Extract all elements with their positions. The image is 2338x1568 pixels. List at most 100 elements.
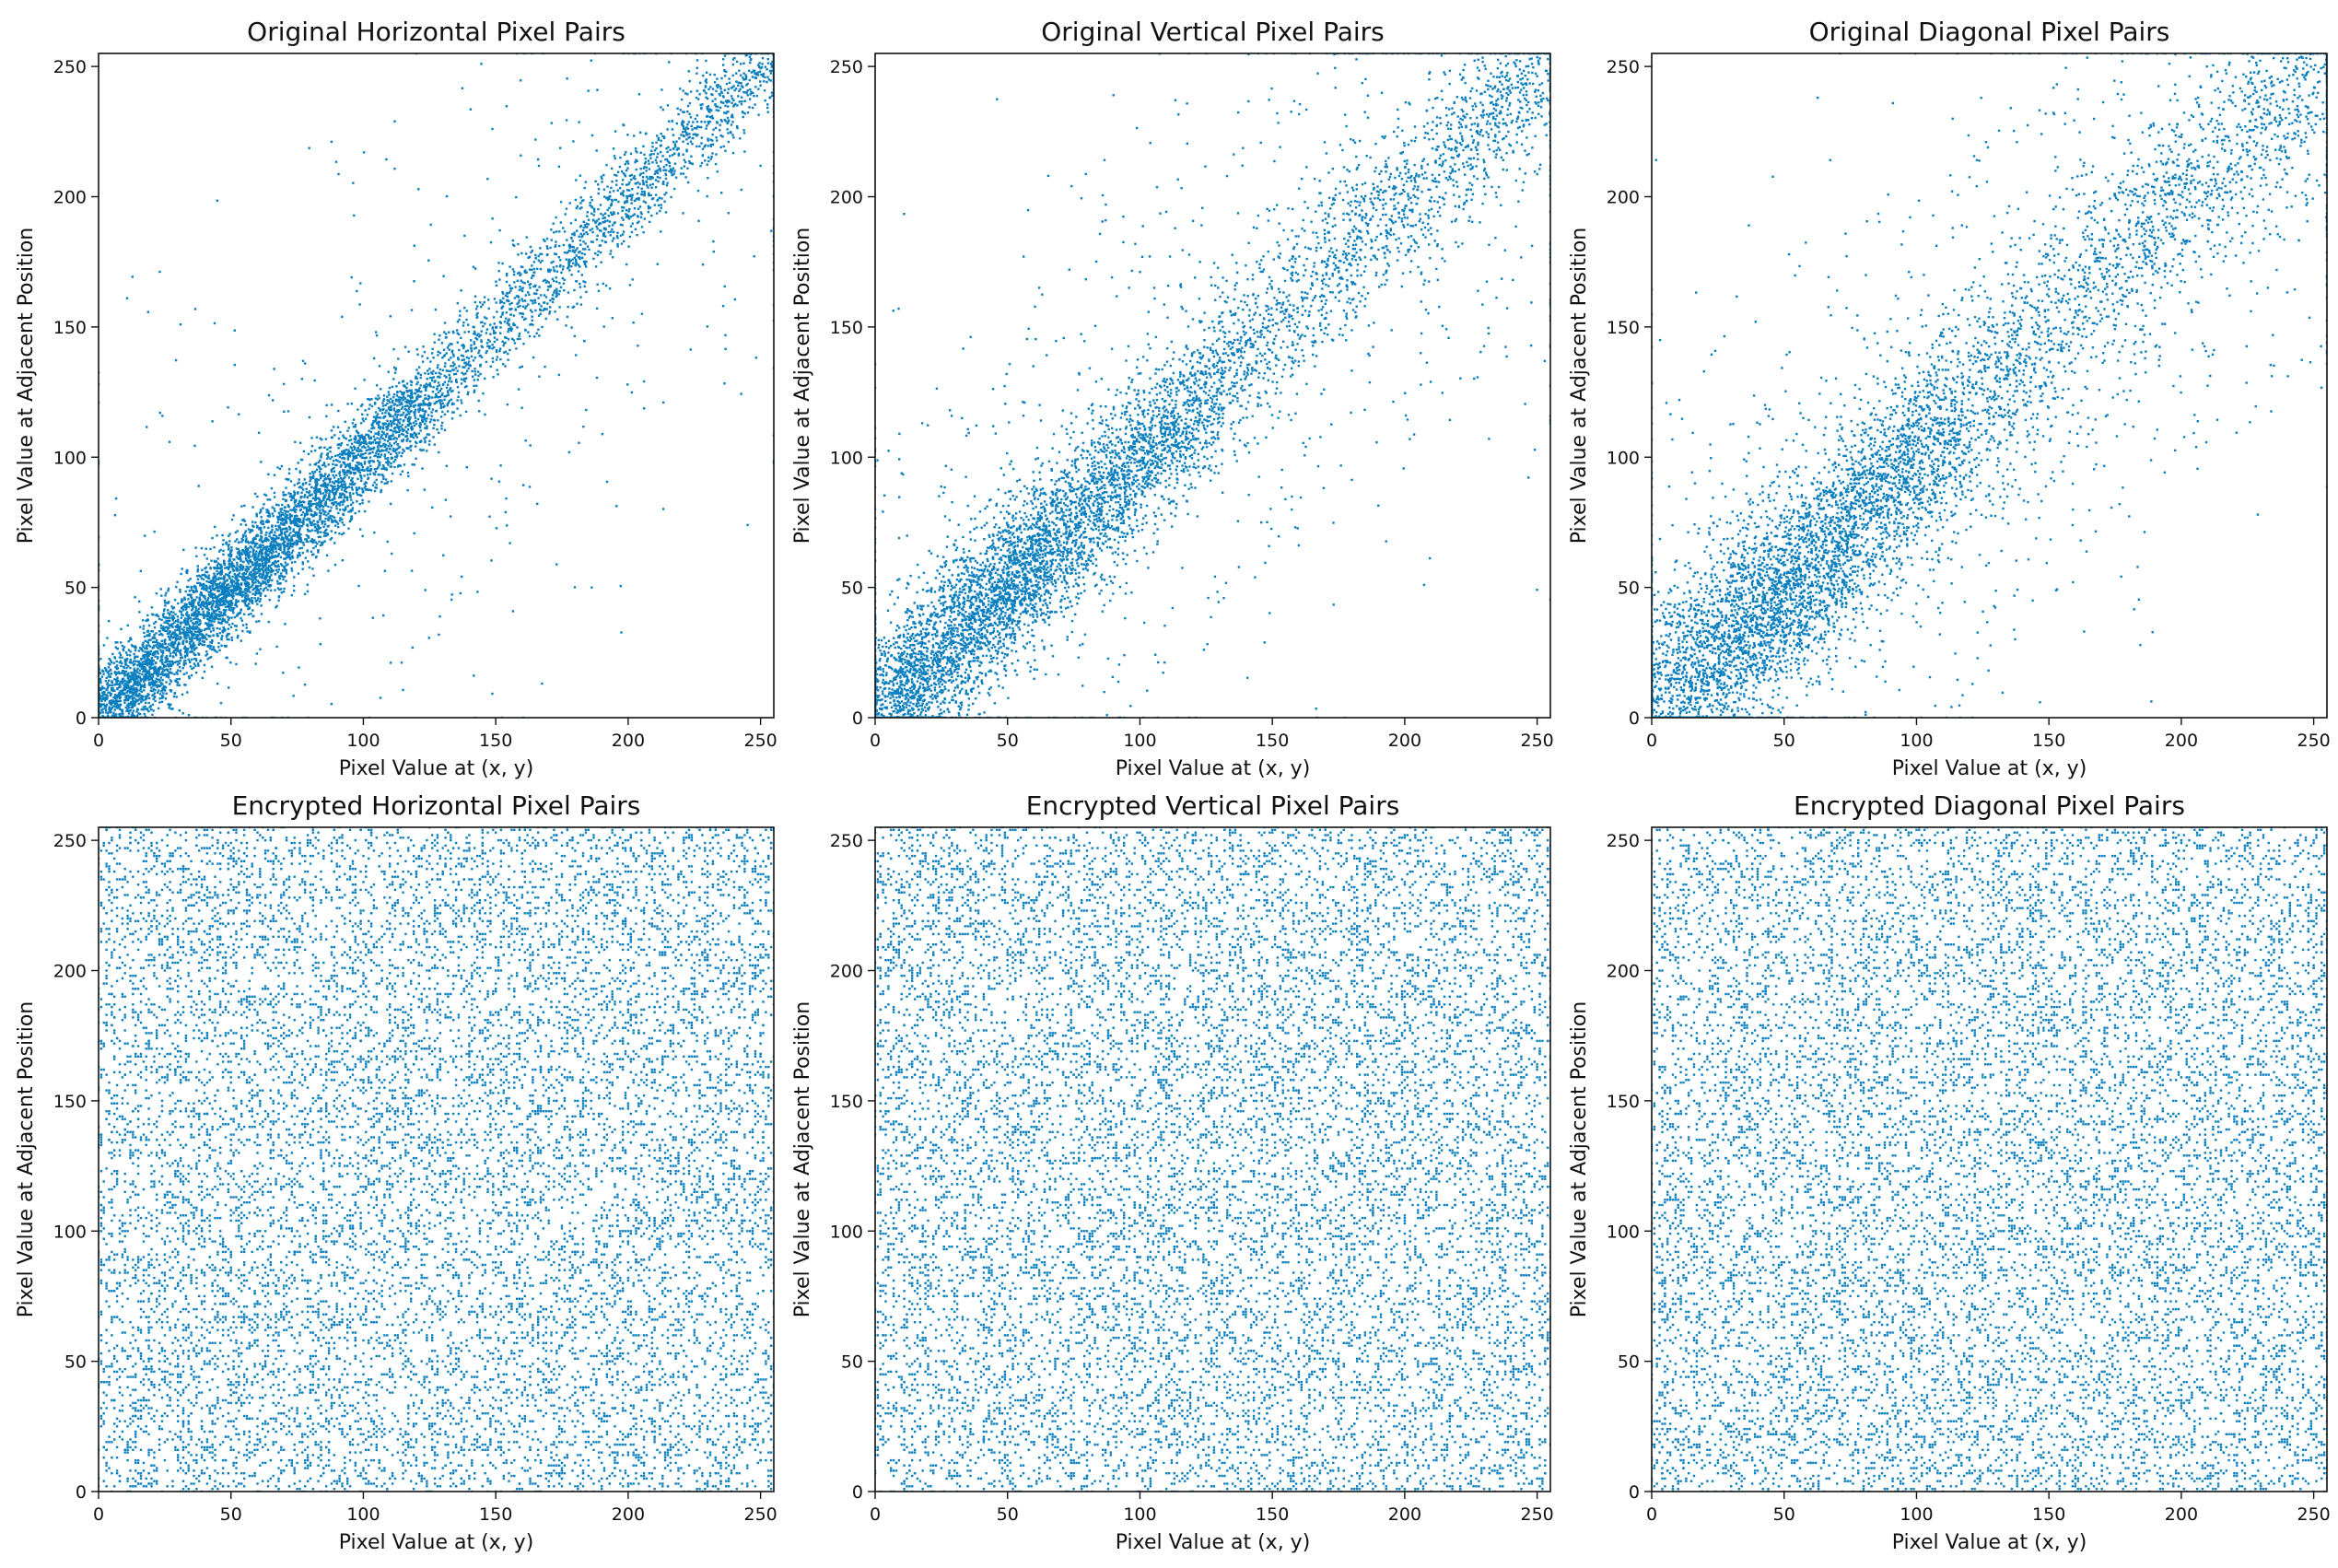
data-point [332,486,335,489]
data-point [489,365,492,368]
data-point [677,112,680,116]
data-point [578,121,580,123]
data-point [303,496,306,498]
data-point [451,361,455,364]
data-point [334,493,337,496]
data-point [158,693,162,696]
data-point [244,590,248,592]
data-point [407,407,410,411]
data-point [276,544,280,547]
data-point [546,247,549,250]
data-point [117,679,120,683]
data-point [240,582,243,585]
data-point [231,579,234,581]
data-point [352,492,355,495]
data-point [245,537,248,540]
data-point [229,555,232,558]
data-point [442,405,445,409]
data-point [196,638,199,641]
data-point [183,598,187,601]
data-point [161,614,165,617]
data-point [290,561,294,564]
data-point [128,689,132,692]
data-point [572,246,575,249]
data-point [768,69,772,73]
data-point [251,609,254,612]
data-point [514,309,518,311]
data-point [142,699,145,702]
data-point [505,311,508,314]
data-point [170,664,173,668]
data-point [189,650,192,653]
data-point [473,341,475,344]
data-point [746,94,749,97]
data-point [275,568,278,572]
data-point [356,449,358,452]
data-point [544,296,548,298]
data-point [305,507,309,509]
data-point [114,646,117,649]
data-point [290,569,294,572]
data-point [211,596,214,600]
data-point [142,706,145,708]
data-point [302,544,305,546]
data-point [167,619,170,623]
data-point [286,563,289,566]
data-point [431,372,434,375]
data-point [687,70,690,73]
data-point [643,407,646,410]
data-point [473,370,476,373]
data-point [205,614,207,617]
data-point [301,521,304,524]
data-point [389,428,392,432]
data-point [715,109,718,111]
data-point [298,524,301,527]
data-point [360,477,363,480]
data-point [438,390,442,392]
data-point [243,600,247,603]
data-point [649,193,652,197]
data-point [298,547,301,550]
data-point [323,483,326,486]
data-point [133,683,135,685]
data-point [696,127,698,130]
data-point [567,260,570,263]
data-point [127,649,131,651]
data-point [136,655,139,658]
data-point [526,291,530,294]
data-point [276,515,279,519]
data-point [285,509,288,513]
data-point [600,251,602,254]
data-point [134,698,137,701]
data-point [483,296,486,298]
data-point [706,114,709,118]
data-point [499,298,502,302]
data-point [449,376,451,380]
data-point [371,616,374,619]
data-point [194,588,198,591]
data-point [351,488,354,491]
data-point [627,182,630,186]
data-point [551,300,555,304]
data-point [456,407,459,410]
data-point [351,452,354,455]
data-point [207,580,211,583]
data-point [178,662,181,665]
data-point [268,558,271,562]
data-point [597,207,600,211]
data-point [755,94,758,98]
data-point [596,88,599,91]
data-point [389,401,392,404]
data-point [300,546,303,550]
data-point [465,377,468,380]
data-point [529,283,532,286]
data-point [216,569,218,573]
data-point [466,349,469,352]
data-point [252,568,256,570]
data-point [101,691,104,694]
data-point [319,437,321,440]
data-point [285,579,287,582]
data-point [555,265,558,268]
data-point [382,399,385,402]
data-point [418,422,422,425]
